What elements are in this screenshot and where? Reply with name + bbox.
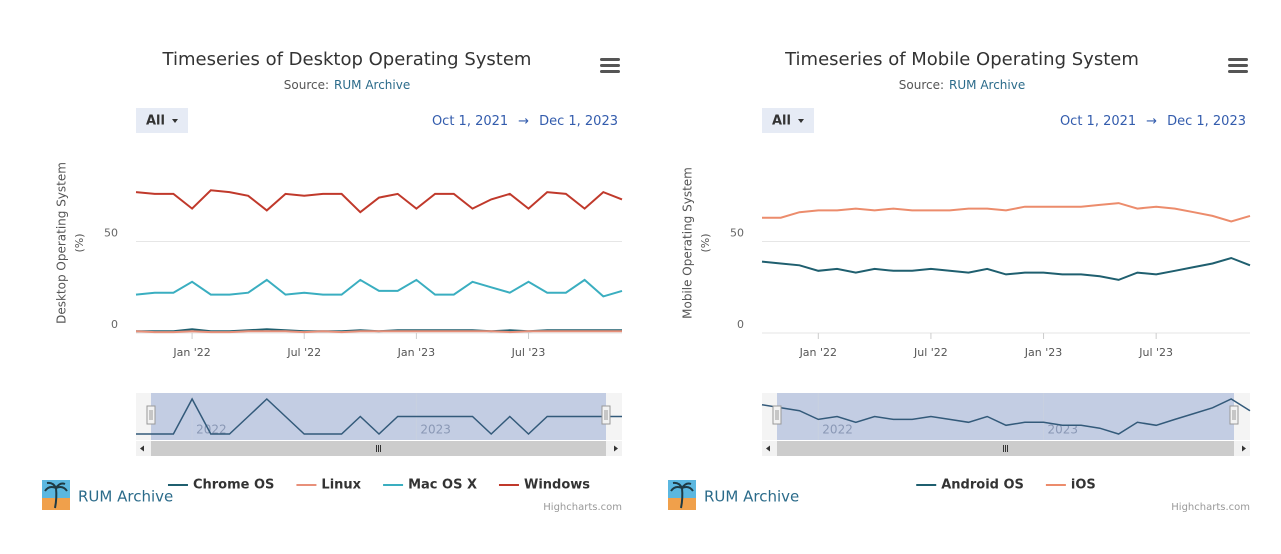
range-button-label: All — [146, 114, 165, 129]
navigator-handle[interactable] — [601, 405, 611, 425]
y-tick-label: 0 — [111, 318, 118, 331]
navigator-bg — [136, 393, 622, 440]
scroll-arrow-left[interactable] — [766, 445, 770, 452]
logo-text: RUM Archive — [78, 488, 173, 506]
legend-label: Mac OS X — [408, 478, 477, 493]
y-axis-title: Desktop Operating System — [55, 162, 69, 324]
menu-icon-bar — [600, 64, 620, 67]
legend-label: Windows — [524, 478, 590, 493]
range-button-label: All — [772, 114, 791, 129]
x-tick-label: Jan '23 — [1024, 346, 1062, 359]
menu-icon-bar — [600, 58, 620, 61]
caret — [798, 119, 804, 123]
navigator-label: 2023 — [420, 423, 451, 437]
chart-title: Timeseries of Mobile Operating System — [784, 49, 1139, 70]
range-from[interactable]: Oct 1, 2021 — [432, 114, 508, 129]
subtitle-link[interactable]: RUM Archive — [949, 78, 1025, 92]
x-tick-label: Jul '22 — [286, 346, 321, 359]
legend-item[interactable]: Mac OS X — [383, 478, 477, 493]
x-tick-label: Jul '22 — [913, 346, 948, 359]
date-range: Oct 1, 2021 → Dec 1, 2023 — [1060, 114, 1246, 129]
navigator-handle[interactable] — [146, 405, 156, 425]
menu-icon-bar — [1228, 70, 1248, 73]
navigator-handle[interactable] — [772, 405, 782, 425]
navigator-label: 2022 — [196, 423, 227, 437]
logo-palm — [44, 481, 68, 509]
series-line — [762, 202, 1251, 223]
chart-title: Timeseries of Desktop Operating System — [162, 49, 532, 70]
range-from[interactable]: Oct 1, 2021 — [1060, 114, 1136, 129]
range-button[interactable] — [762, 108, 814, 133]
subtitle: Source: RUM Archive — [899, 78, 1025, 92]
legend-item[interactable]: iOS — [1045, 478, 1096, 493]
y-tick-label: 50 — [104, 227, 118, 240]
x-tick-label: Jul '23 — [1138, 346, 1173, 359]
caret — [172, 119, 178, 123]
range-separator: → — [1146, 114, 1157, 129]
scroll-arrow-left[interactable] — [140, 445, 144, 452]
date-range: Oct 1, 2021 → Dec 1, 2023 — [432, 114, 618, 129]
navigator-series — [136, 397, 622, 436]
x-tick-label: Jan '22 — [172, 346, 210, 359]
credits[interactable]: Highcharts.com — [1171, 502, 1250, 513]
navigator-handle[interactable] — [1229, 405, 1239, 425]
navigator-mask — [777, 393, 1234, 440]
x-tick-label: Jan '22 — [799, 346, 837, 359]
y-axis-title: Mobile Operating System — [681, 167, 695, 319]
legend-item[interactable]: Android OS — [916, 478, 1024, 493]
range-separator: → — [518, 114, 529, 129]
range-to[interactable]: Dec 1, 2023 — [539, 114, 618, 129]
credits[interactable]: Highcharts.com — [543, 502, 622, 513]
series-line — [135, 330, 622, 334]
logo-palm — [670, 481, 694, 509]
subtitle-text: Source: — [284, 78, 329, 92]
y-axis-unit: (%) — [699, 233, 712, 252]
y-tick-label: 50 — [730, 227, 744, 240]
logo-text: RUM Archive — [704, 488, 799, 506]
x-tick-label: Jul '23 — [511, 346, 546, 359]
navigator-series — [761, 398, 1251, 435]
menu-icon-bar — [1228, 58, 1248, 61]
legend-item[interactable]: Linux — [296, 478, 362, 493]
subtitle-text: Source: — [899, 78, 944, 92]
legend-label: iOS — [1071, 478, 1096, 493]
legend-item[interactable]: Windows — [498, 478, 590, 493]
menu-icon-bar — [1228, 64, 1248, 67]
legend-label: Android OS — [941, 478, 1024, 493]
legend-item[interactable]: Chrome OS — [167, 478, 274, 493]
subtitle-link[interactable]: RUM Archive — [334, 78, 410, 92]
range-to[interactable]: Dec 1, 2023 — [1167, 114, 1246, 129]
series-line — [761, 256, 1251, 281]
legend-label: Chrome OS — [193, 478, 274, 493]
x-tick-label: Jan '23 — [397, 346, 435, 359]
scroll-arrow-right[interactable] — [1242, 445, 1246, 452]
y-axis-unit: (%) — [73, 233, 86, 252]
navigator-label: 2022 — [822, 423, 853, 437]
y-tick-label: 0 — [737, 318, 744, 331]
legend-label: Linux — [321, 478, 361, 493]
series-line — [135, 278, 623, 298]
scroll-arrow-right[interactable] — [614, 445, 618, 452]
subtitle: Source: RUM Archive — [284, 78, 410, 92]
series-line — [135, 189, 623, 214]
menu-icon-bar — [600, 70, 620, 73]
range-button[interactable] — [136, 108, 188, 133]
navigator-bg — [762, 393, 1250, 440]
